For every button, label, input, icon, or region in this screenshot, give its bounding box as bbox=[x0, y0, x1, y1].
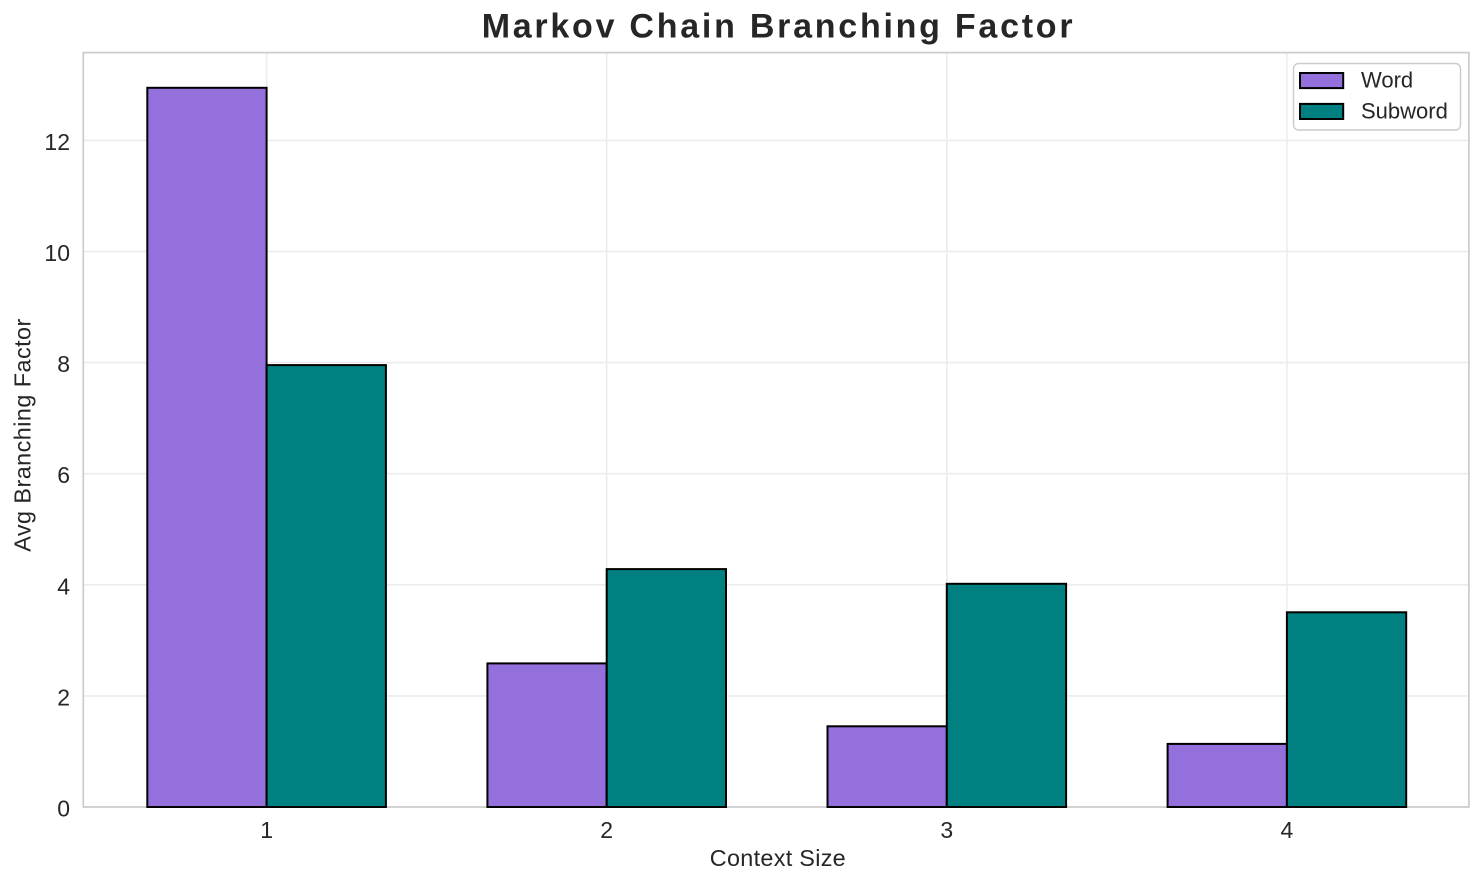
svg-text:2: 2 bbox=[600, 817, 613, 843]
svg-text:10: 10 bbox=[44, 240, 70, 266]
svg-text:Avg Branching Factor: Avg Branching Factor bbox=[10, 318, 36, 552]
svg-text:4: 4 bbox=[1281, 817, 1294, 843]
svg-text:Markov Chain Branching Factor: Markov Chain Branching Factor bbox=[482, 8, 1076, 46]
svg-text:Word: Word bbox=[1361, 68, 1413, 93]
svg-text:12: 12 bbox=[44, 129, 70, 155]
svg-text:3: 3 bbox=[940, 817, 953, 843]
svg-text:8: 8 bbox=[57, 351, 70, 377]
svg-text:Subword: Subword bbox=[1361, 98, 1448, 123]
svg-text:1: 1 bbox=[260, 817, 273, 843]
svg-text:6: 6 bbox=[57, 462, 70, 488]
svg-text:0: 0 bbox=[57, 796, 70, 822]
svg-text:Context Size: Context Size bbox=[710, 845, 846, 871]
svg-text:4: 4 bbox=[57, 573, 70, 599]
svg-text:2: 2 bbox=[57, 684, 70, 710]
